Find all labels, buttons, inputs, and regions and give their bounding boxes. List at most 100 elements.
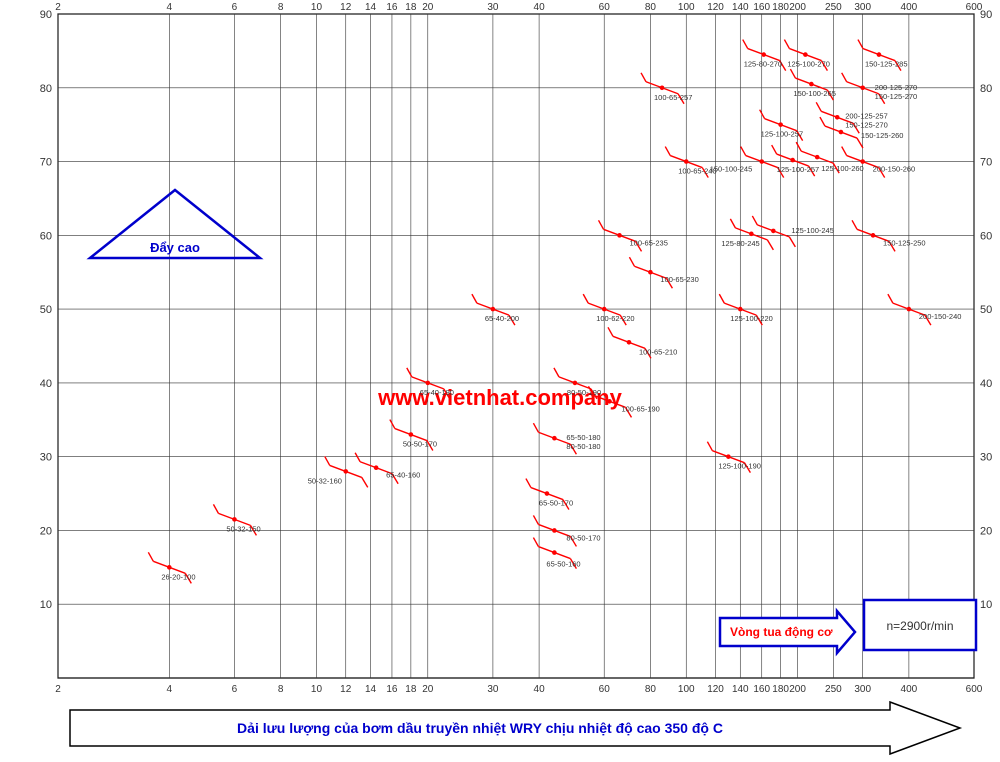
ytick-left: 60 bbox=[40, 230, 52, 242]
ytick-left: 20 bbox=[40, 525, 52, 537]
xtick-top: 400 bbox=[901, 2, 918, 13]
ytick-right: 30 bbox=[980, 452, 992, 464]
point-label: 125-80-270 bbox=[744, 60, 782, 69]
xtick-top: 200 bbox=[789, 2, 806, 13]
xtick-top: 30 bbox=[487, 2, 499, 13]
rpm-arrow-label: Vòng tua động cơ bbox=[730, 625, 833, 639]
xtick-bottom: 10 bbox=[311, 684, 323, 695]
xtick-top: 100 bbox=[678, 2, 695, 13]
xtick-bottom: 8 bbox=[278, 684, 284, 695]
xtick-top: 18 bbox=[405, 2, 417, 13]
point-label: 150-125-260 bbox=[861, 131, 904, 140]
point-label: 125-100-257 bbox=[761, 130, 804, 139]
point-label: 100-62-220 bbox=[596, 314, 634, 323]
point-label: 150-125-250 bbox=[883, 238, 926, 247]
point-label: 100-65-230 bbox=[660, 275, 698, 284]
xtick-top: 8 bbox=[278, 2, 284, 13]
xtick-bottom: 2 bbox=[55, 684, 61, 695]
xtick-bottom: 30 bbox=[487, 684, 499, 695]
point-label: 65-50-160 bbox=[546, 560, 580, 569]
xtick-top: 180 bbox=[772, 2, 789, 13]
xtick-top: 60 bbox=[599, 2, 611, 13]
xtick-top: 16 bbox=[386, 2, 398, 13]
xtick-bottom: 400 bbox=[901, 684, 918, 695]
point-label: 125-100-257 bbox=[777, 165, 820, 174]
xtick-top: 12 bbox=[340, 2, 352, 13]
point-label: 50-32-150 bbox=[226, 524, 260, 533]
ytick-left: 10 bbox=[40, 599, 52, 611]
xtick-bottom: 180 bbox=[772, 684, 789, 695]
xtick-bottom: 20 bbox=[422, 684, 434, 695]
point-label-extra: 80-50-180 bbox=[566, 442, 600, 451]
point-label: 80-50-170 bbox=[566, 533, 600, 542]
xtick-bottom: 16 bbox=[386, 684, 398, 695]
xtick-bottom: 12 bbox=[340, 684, 352, 695]
point-label: 26-20-100 bbox=[161, 572, 195, 581]
ytick-right: 50 bbox=[980, 304, 992, 316]
xtick-top: 40 bbox=[534, 2, 546, 13]
xtick-top: 14 bbox=[365, 2, 377, 13]
point-label: 100-65-235 bbox=[630, 238, 668, 247]
point-label: 150-100-245 bbox=[710, 165, 753, 174]
point-label: 200-125-257 bbox=[845, 111, 888, 120]
xtick-top: 250 bbox=[825, 2, 842, 13]
xtick-bottom: 140 bbox=[732, 684, 749, 695]
xtick-top: 160 bbox=[753, 2, 770, 13]
xtick-bottom: 80 bbox=[645, 684, 657, 695]
ytick-left: 40 bbox=[40, 378, 52, 390]
xtick-top: 80 bbox=[645, 2, 657, 13]
rpm-value: n=2900r/min bbox=[886, 619, 953, 633]
point-label: 150-125-285 bbox=[865, 60, 908, 69]
xtick-top: 120 bbox=[707, 2, 724, 13]
point-label: 65-40-200 bbox=[485, 314, 519, 323]
point-label: 65-50-170 bbox=[539, 499, 573, 508]
xtick-bottom: 600 bbox=[966, 684, 983, 695]
xtick-bottom: 6 bbox=[232, 684, 238, 695]
xtick-bottom: 14 bbox=[365, 684, 377, 695]
point-label: 65-40-160 bbox=[386, 471, 420, 480]
point-label: 125-100-190 bbox=[718, 462, 761, 471]
xtick-bottom: 250 bbox=[825, 684, 842, 695]
pump-performance-chart: 2244668810101212141416161818202030304040… bbox=[0, 0, 1000, 762]
ytick-left: 30 bbox=[40, 452, 52, 464]
ytick-right: 90 bbox=[980, 9, 992, 21]
xtick-bottom: 60 bbox=[599, 684, 611, 695]
point-label: 50-50-170 bbox=[403, 440, 437, 449]
xtick-bottom: 100 bbox=[678, 684, 695, 695]
point-label: 125-100-270 bbox=[787, 60, 830, 69]
xtick-bottom: 40 bbox=[534, 684, 546, 695]
ytick-left: 50 bbox=[40, 304, 52, 316]
point-label: 150-100-265 bbox=[793, 89, 836, 98]
point-label: 200-150-260 bbox=[873, 165, 916, 174]
xtick-bottom: 120 bbox=[707, 684, 724, 695]
flow-range-label: Dải lưu lượng của bơm dầu truyền nhiệt W… bbox=[237, 720, 723, 736]
ytick-left: 80 bbox=[40, 83, 52, 95]
point-label: 100-65-257 bbox=[654, 93, 692, 102]
point-label: 100-65-190 bbox=[621, 404, 659, 413]
point-label: 65-40-190 bbox=[420, 388, 454, 397]
ytick-right: 80 bbox=[980, 83, 992, 95]
point-label: 200-125-270 bbox=[875, 83, 918, 92]
point-label: 65-50-180 bbox=[566, 433, 600, 442]
point-label: 200-150-240 bbox=[919, 312, 962, 321]
xtick-bottom: 300 bbox=[854, 684, 871, 695]
ytick-right: 70 bbox=[980, 157, 992, 169]
ytick-right: 20 bbox=[980, 525, 992, 537]
xtick-top: 300 bbox=[854, 2, 871, 13]
point-label: 125-100-220 bbox=[730, 314, 773, 323]
point-label-extra: 150-125-270 bbox=[875, 92, 918, 101]
point-label: 125-80-245 bbox=[721, 239, 759, 248]
xtick-top: 6 bbox=[232, 2, 238, 13]
xtick-bottom: 200 bbox=[789, 684, 806, 695]
xtick-top: 10 bbox=[311, 2, 323, 13]
ytick-right: 10 bbox=[980, 599, 992, 611]
xtick-bottom: 4 bbox=[167, 684, 173, 695]
point-label-extra: 150-125-270 bbox=[845, 120, 888, 129]
point-label: 50-32-160 bbox=[308, 476, 342, 485]
ytick-right: 60 bbox=[980, 230, 992, 242]
ytick-right: 40 bbox=[980, 378, 992, 390]
xtick-bottom: 160 bbox=[753, 684, 770, 695]
xtick-top: 140 bbox=[732, 2, 749, 13]
head-label: Đẩy cao bbox=[150, 240, 200, 255]
point-label: 125-100-245 bbox=[791, 226, 834, 235]
